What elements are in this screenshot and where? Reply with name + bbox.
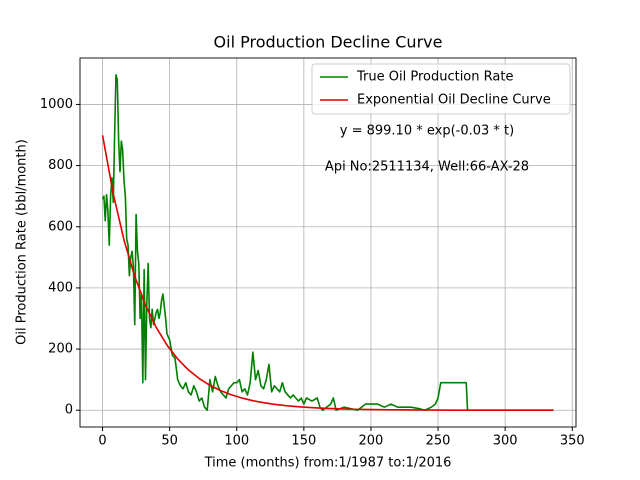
annotation: Api No:2511134, Well:66-AX-28 xyxy=(325,160,529,175)
x-tick-label: 50 xyxy=(161,434,178,449)
x-tick-label: 350 xyxy=(560,434,585,449)
x-tick-label: 300 xyxy=(493,434,518,449)
y-tick-label: 200 xyxy=(48,342,73,357)
legend-box xyxy=(311,63,571,115)
y-tick-label: 1000 xyxy=(40,97,73,112)
data-line xyxy=(101,135,554,412)
legend-label: True Oil Production Rate xyxy=(356,70,513,85)
axes-frame xyxy=(79,57,577,428)
y-tick-label: 400 xyxy=(48,280,73,295)
x-tick-label: 0 xyxy=(98,434,106,449)
data-line xyxy=(101,73,554,412)
x-tick-label: 250 xyxy=(426,434,451,449)
y-tick-label: 600 xyxy=(48,219,73,234)
annotation: y = 899.10 * exp(-0.03 * t) xyxy=(340,124,514,139)
x-axis-label: Time (months) from:1/1987 to:1/2016 xyxy=(204,456,452,471)
x-tick-label: 150 xyxy=(291,434,316,449)
plot-area: 0 50 100 150 200 250 300 350 0 200 400 600 800 1000 xyxy=(40,57,585,449)
y-tick-label: 0 xyxy=(65,403,73,418)
chart-title: Oil Production Decline Curve xyxy=(214,33,443,52)
x-tick-label: 100 xyxy=(224,434,249,449)
x-tick-label: 200 xyxy=(359,434,384,449)
y-axis-label: Oil Production Rate (bbl/month) xyxy=(15,139,30,345)
legend: True Oil Production Rate Exponential Oil … xyxy=(311,63,571,115)
legend-label: Exponential Oil Decline Curve xyxy=(357,93,551,108)
y-tick-label: 800 xyxy=(48,158,73,173)
